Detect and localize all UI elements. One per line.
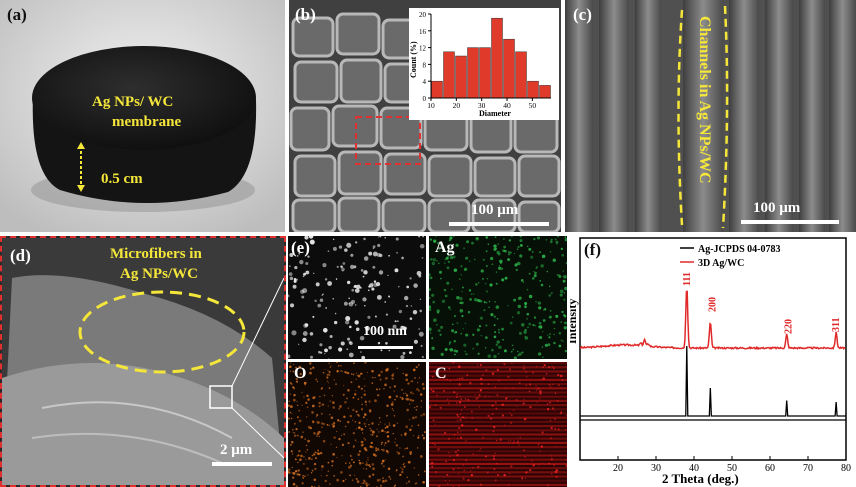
histogram-xtick: 30	[478, 101, 486, 110]
xrd-xtick: 20	[613, 463, 623, 474]
panel-f: 20 30 40 50 60 70 80 111 200 220 311 Ag-JCPDS 04-…	[570, 236, 856, 487]
histogram-ylabel: Count (%)	[409, 41, 418, 78]
panel-c: (c) Channels in Ag NPs/WC 100 μm	[565, 0, 856, 232]
microfibers-label-line1: Microfibers in	[110, 246, 202, 262]
histogram-xtick: 10	[427, 101, 435, 110]
histogram-bar	[527, 80, 539, 99]
histogram-bar	[515, 51, 527, 99]
histogram-bar	[431, 80, 443, 99]
series-line-3d-ag-wc	[579, 290, 846, 351]
ag-map-label: Ag	[435, 239, 455, 256]
xrd-peak-label: 311	[831, 318, 842, 332]
thickness-arrow-icon	[77, 142, 85, 192]
xrd-chart: 20 30 40 50 60 70 80 111 200 220 311 Ag-JCPDS 04-…	[570, 237, 851, 486]
diameter-histogram: 0 4 8 12 16 20 10 20 30 40 50 Count (%) Diameter	[409, 8, 559, 120]
c-map-image	[429, 362, 567, 487]
xrd-xtick: 30	[651, 463, 661, 474]
scale-label-e: 100 nm	[363, 324, 407, 339]
xrd-xtick: 70	[803, 463, 813, 474]
scale-bar-b	[449, 222, 549, 226]
scale-label-b: 100 μm	[471, 202, 519, 218]
xrd-peak-label: 200	[707, 297, 718, 312]
series-line-ag-jcpds	[580, 345, 846, 417]
histogram-ytick: 0	[423, 95, 427, 103]
histogram-bar	[503, 38, 515, 99]
channels-annotation: Channels in Ag NPs/WC	[696, 16, 713, 184]
microfibers-label-line2: Ag NPs/WC	[120, 266, 198, 282]
xrd-peak-label: 220	[784, 319, 795, 334]
panel-b: (b) 0 4 8 12 16 20 10 20 30 40 50 Count (%) Diame…	[289, 0, 561, 232]
legend-label-ag-jcpds: Ag-JCPDS 04-0783	[698, 244, 781, 255]
xrd-xlabel: 2 Theta (deg.)	[662, 471, 739, 486]
panel-label-d: (d)	[10, 246, 31, 265]
histogram-bar	[539, 85, 551, 99]
sem-channels-image	[565, 0, 856, 232]
histogram-bar	[479, 47, 491, 99]
panel-label-e: (e)	[291, 238, 310, 257]
xrd-peak-label: 111	[682, 272, 693, 286]
o-map-label: O	[294, 365, 307, 382]
o-map-image	[288, 362, 426, 487]
membrane-label-line1: Ag NPs/ WC	[92, 94, 174, 110]
panel-label-f: (f)	[584, 240, 601, 259]
scale-bar-d	[212, 462, 272, 466]
membrane-photo	[0, 0, 285, 232]
panel-label-b: (b)	[295, 5, 316, 24]
c-map-label: C	[435, 365, 447, 382]
ag-map-image	[429, 236, 567, 359]
scale-bar-c	[741, 220, 839, 224]
panel-e-o-map: O	[288, 362, 426, 487]
histogram-ytick: 12	[419, 45, 427, 53]
membrane-label-line2: membrane	[112, 114, 182, 130]
legend-label-3d-ag-wc: 3D Ag/WC	[698, 258, 744, 269]
scale-label-c: 100 μm	[753, 200, 801, 216]
histogram-bar	[491, 17, 503, 99]
histogram-xtick: 40	[503, 101, 511, 110]
sem-microfibers-image	[2, 238, 284, 485]
histogram-ytick: 20	[419, 11, 427, 19]
histogram-xlabel: Diameter	[479, 109, 511, 118]
panel-d: (d) Microfibers in Ag NPs/WC 2 μm	[0, 236, 286, 487]
panel-label-a: (a)	[7, 5, 27, 24]
scale-bar-e	[358, 346, 413, 349]
sem-particles-image	[288, 236, 425, 359]
thickness-label: 0.5 cm	[101, 171, 143, 187]
histogram-bar	[443, 51, 455, 99]
panel-e-sem: (e) 100 nm	[288, 236, 426, 359]
histogram-bar	[455, 55, 467, 99]
xrd-ylabel: Intensity	[570, 299, 579, 344]
xrd-xtick: 50	[727, 463, 737, 474]
panel-e-c-map: C	[429, 362, 567, 487]
scale-label-d: 2 μm	[220, 442, 253, 458]
xrd-xtick: 80	[841, 463, 851, 474]
histogram-xtick: 20	[453, 101, 461, 110]
histogram-bar	[467, 47, 479, 99]
histogram-ytick: 8	[423, 61, 427, 69]
histogram-ytick: 16	[419, 28, 427, 36]
xrd-xtick: 40	[689, 463, 699, 474]
panel-label-c: (c)	[573, 5, 592, 24]
histogram-xtick: 50	[529, 101, 537, 110]
panel-a: (a) Ag NPs/ WC membrane 0.5 cm	[0, 0, 285, 232]
xrd-xtick: 60	[765, 463, 775, 474]
panel-e-ag-map: Ag	[429, 236, 567, 359]
histogram-ytick: 4	[423, 78, 427, 86]
